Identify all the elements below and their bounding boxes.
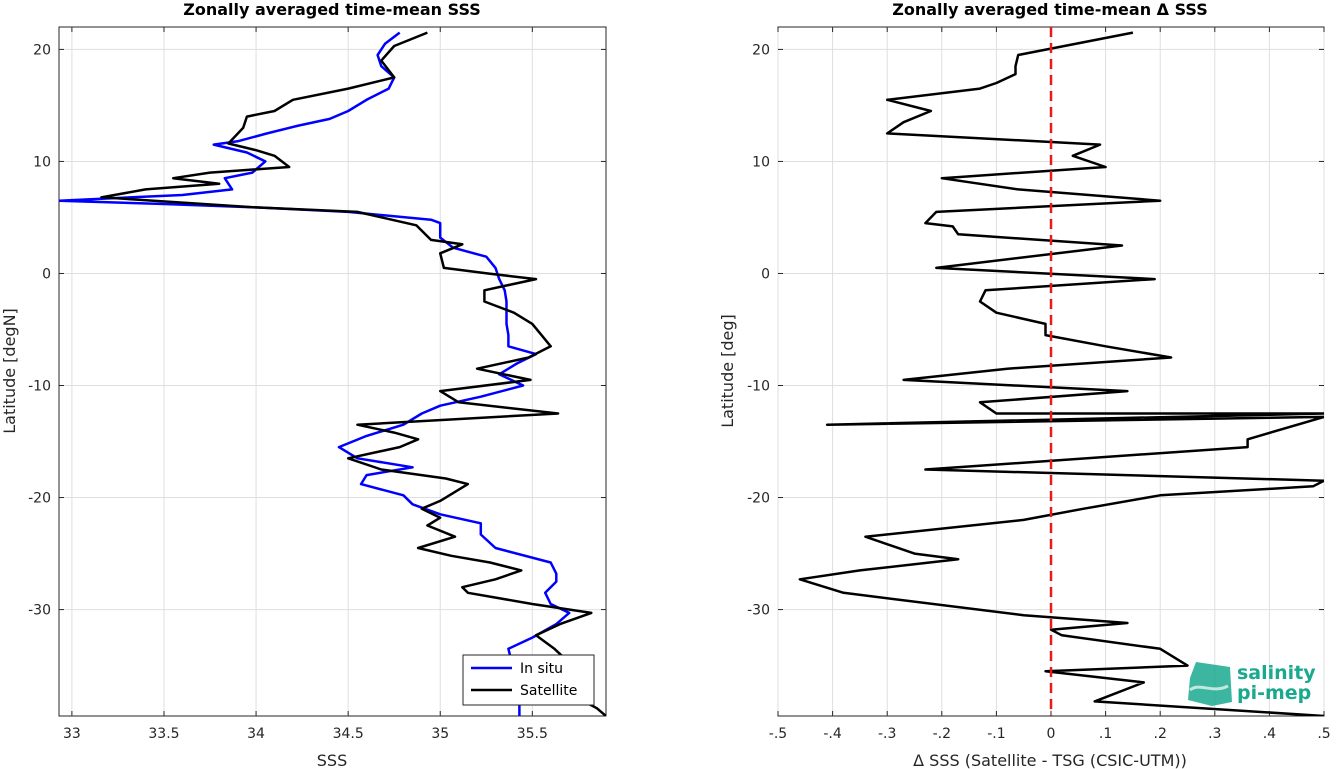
x-tick-label: .2 — [1154, 726, 1167, 742]
legend-box — [462, 654, 595, 706]
y-tick-label: -30 — [747, 603, 770, 619]
logo-wave-icon — [1189, 684, 1229, 692]
y-tick-label: -10 — [747, 379, 770, 395]
sss-panel: 33 33.5 34 34.5 35 35.5 20 10 0 -10 -20 -30 Zonally… — [0, 0, 607, 769]
y-tick-label: 0 — [761, 266, 770, 282]
y-tick-label: 20 — [752, 42, 770, 58]
chart-title: Zonally averaged time-mean Δ SSS — [892, 0, 1208, 19]
y-tick-label: -20 — [28, 491, 51, 507]
x-tick-label: .4 — [1263, 726, 1276, 742]
x-tick-label: -.5 — [769, 726, 787, 742]
x-tick-label: 35 — [431, 726, 449, 742]
gridlines — [59, 27, 606, 716]
y-axis-label: Latitude [degN] — [0, 308, 19, 434]
x-tick-label: 33.5 — [148, 726, 179, 742]
x-tick-label: 0 — [1047, 726, 1056, 742]
y-tick-label: -20 — [747, 491, 770, 507]
x-axis-label: SSS — [317, 751, 347, 769]
delta-sss-panel: -.5 -.4 -.3 -.2 -.1 0 .1 .2 .3 .4 .5 20 10 0 -10 -20 -30… — [718, 0, 1331, 769]
y-tick-label: -30 — [28, 603, 51, 619]
logo-text-pi-mep: pi-mep — [1237, 682, 1311, 704]
y-tick-label: 10 — [752, 154, 770, 170]
x-tick-label: .3 — [1208, 726, 1221, 742]
salinity-pi-mep-logo: salinity pi-mep — [1188, 662, 1316, 706]
plot-area — [58, 26, 607, 717]
x-tick-label: -.2 — [933, 726, 951, 742]
x-tick-label: 35.5 — [517, 726, 548, 742]
x-tick-label: -.4 — [823, 726, 842, 742]
legend-label-in-situ: In situ — [520, 661, 563, 677]
axis-ticks: 33 33.5 34 34.5 35 35.5 20 10 0 -10 -20 -30 — [28, 27, 606, 742]
series-line-in-situ — [59, 31, 571, 716]
axis-ticks: -.5 -.4 -.3 -.2 -.1 0 .1 .2 .3 .4 .5 20 10 0 -10 -20 -30 — [747, 27, 1331, 742]
chart-title: Zonally averaged time-mean SSS — [183, 0, 481, 19]
y-tick-label: 10 — [33, 154, 51, 170]
logo-text-salinity: salinity — [1237, 662, 1316, 684]
y-axis-label: Latitude [deg] — [718, 314, 737, 428]
x-tick-label: -.3 — [878, 726, 896, 742]
delta-sss-line — [798, 31, 1324, 716]
series-group — [798, 31, 1324, 716]
x-tick-label: 34.5 — [333, 726, 364, 742]
x-tick-label: .5 — [1317, 726, 1330, 742]
logo-mark-icon — [1188, 662, 1232, 706]
y-tick-label: 20 — [33, 42, 51, 58]
series-line-satellite — [100, 31, 606, 716]
y-tick-label: 0 — [42, 266, 51, 282]
x-tick-label: 34 — [247, 726, 265, 742]
legend-label-satellite: Satellite — [520, 683, 577, 699]
x-tick-label: 33 — [63, 726, 81, 742]
y-tick-label: -10 — [28, 379, 51, 395]
series-group — [59, 31, 606, 716]
x-tick-label: .1 — [1099, 726, 1112, 742]
legend: In situ Satellite — [462, 654, 595, 706]
x-axis-label: Δ SSS (Satellite - TSG (CSIC-UTM)) — [913, 751, 1187, 769]
x-tick-label: -.1 — [987, 726, 1005, 742]
